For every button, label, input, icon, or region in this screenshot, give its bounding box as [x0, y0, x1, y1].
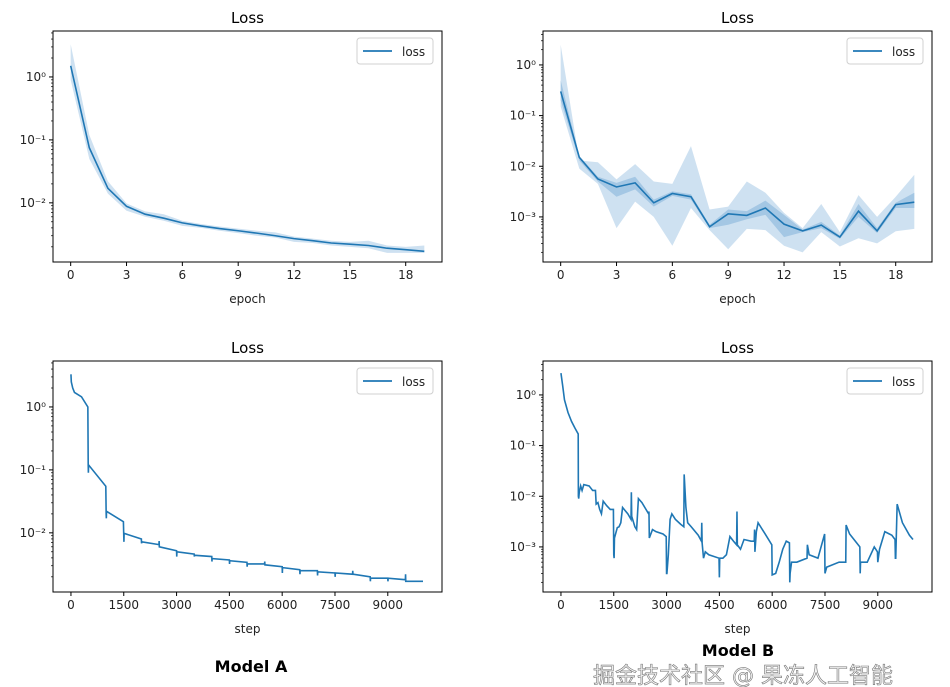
x-tick-label: 9000	[863, 598, 894, 612]
watermark: 掘金技术社区 @ 果冻人工智能	[593, 664, 893, 687]
x-tick-label: 4500	[704, 598, 735, 612]
subplot-title: Loss	[721, 9, 754, 27]
x-tick-label: 12	[776, 268, 791, 282]
x-tick-label: 4500	[214, 598, 245, 612]
x-tick-label: 6000	[267, 598, 298, 612]
confidence-band	[70, 44, 425, 253]
x-axis-label: step	[235, 622, 261, 636]
x-tick-label: 0	[67, 268, 75, 282]
inner-confidence-band	[560, 80, 915, 239]
legend-label: loss	[402, 375, 425, 389]
x-tick-label: 0	[557, 268, 565, 282]
legend-label: loss	[402, 45, 425, 59]
x-tick-label: 6	[179, 268, 187, 282]
legend: loss	[356, 37, 434, 65]
legend-box	[356, 367, 434, 395]
legend: loss	[846, 37, 924, 65]
model-a-label: Model A	[215, 657, 288, 676]
y-tick-label: 10⁻¹	[20, 463, 47, 477]
legend-box	[846, 367, 924, 395]
x-axis-label: epoch	[719, 292, 756, 306]
y-tick-label: 10⁻¹	[20, 133, 47, 147]
y-tick-label: 10⁰	[26, 70, 46, 84]
y-tick-label: 10⁻²	[20, 526, 47, 540]
y-tick-label: 10⁰	[516, 388, 536, 402]
subplot-1: 0 3 6 9 12 15 18 10⁻² 10⁻¹ 10⁰ Loss epoch loss	[20, 9, 443, 306]
y-tick-label: 10⁻²	[510, 159, 537, 173]
y-tick-label: 10⁻³	[510, 210, 537, 224]
y-tick-label: 10⁰	[516, 58, 536, 72]
x-tick-label: 1500	[598, 598, 629, 612]
x-tick-label: 9000	[373, 598, 404, 612]
subplot-title: Loss	[231, 9, 264, 27]
legend-box	[846, 37, 924, 65]
x-tick-label: 7500	[320, 598, 351, 612]
legend: loss	[356, 367, 434, 395]
x-tick-label: 6	[669, 268, 677, 282]
axes-frame	[52, 30, 443, 263]
x-tick-label: 15	[832, 268, 847, 282]
x-tick-label: 3	[613, 268, 621, 282]
legend-label: loss	[892, 45, 915, 59]
x-axis-label: step	[725, 622, 751, 636]
subplot-title: Loss	[231, 339, 264, 357]
loss-line	[70, 374, 423, 583]
y-tick-label: 10⁻¹	[510, 439, 537, 453]
loss-line	[69, 65, 425, 253]
axes-frame	[542, 360, 933, 593]
x-tick-label: 15	[342, 268, 357, 282]
x-axis-label: epoch	[229, 292, 266, 306]
model-b-label: Model B	[702, 641, 774, 660]
x-tick-label: 12	[286, 268, 301, 282]
legend: loss	[846, 367, 924, 395]
x-tick-label: 3	[123, 268, 131, 282]
legend-box	[356, 37, 434, 65]
loss-line	[560, 372, 914, 583]
x-tick-label: 0	[67, 598, 75, 612]
axes-frame	[542, 30, 933, 263]
x-tick-label: 9	[724, 268, 732, 282]
x-tick-label: 18	[888, 268, 903, 282]
axes-frame	[52, 360, 443, 593]
x-tick-label: 6000	[757, 598, 788, 612]
x-tick-label: 9	[234, 268, 242, 282]
subplot-title: Loss	[721, 339, 754, 357]
x-tick-label: 0	[557, 598, 565, 612]
x-tick-label: 3000	[651, 598, 682, 612]
subplot-2: 0 3 6 9 12 15 18 10⁻³ 10⁻² 10⁻¹ 10⁰ Loss epoch loss	[510, 9, 933, 306]
y-tick-label: 10⁻¹	[510, 109, 537, 123]
x-tick-label: 7500	[810, 598, 841, 612]
y-tick-label: 10⁻³	[510, 540, 537, 554]
y-tick-label: 10⁰	[26, 400, 46, 414]
x-tick-label: 1500	[108, 598, 139, 612]
x-tick-label: 3000	[161, 598, 192, 612]
y-tick-label: 10⁻²	[20, 196, 47, 210]
subplot-4: 0 1500 3000 4500 6000 7500 9000 10⁻³ 10⁻² 10⁻¹ 10⁰…	[510, 339, 933, 636]
loss-line	[559, 91, 915, 239]
subplot-3: 0 1500 3000 4500 6000 7500 9000 10⁻² 10⁻¹ 10⁰ Loss…	[20, 339, 443, 636]
x-tick-label: 18	[398, 268, 413, 282]
legend-label: loss	[892, 375, 915, 389]
y-tick-label: 10⁻²	[510, 489, 537, 503]
